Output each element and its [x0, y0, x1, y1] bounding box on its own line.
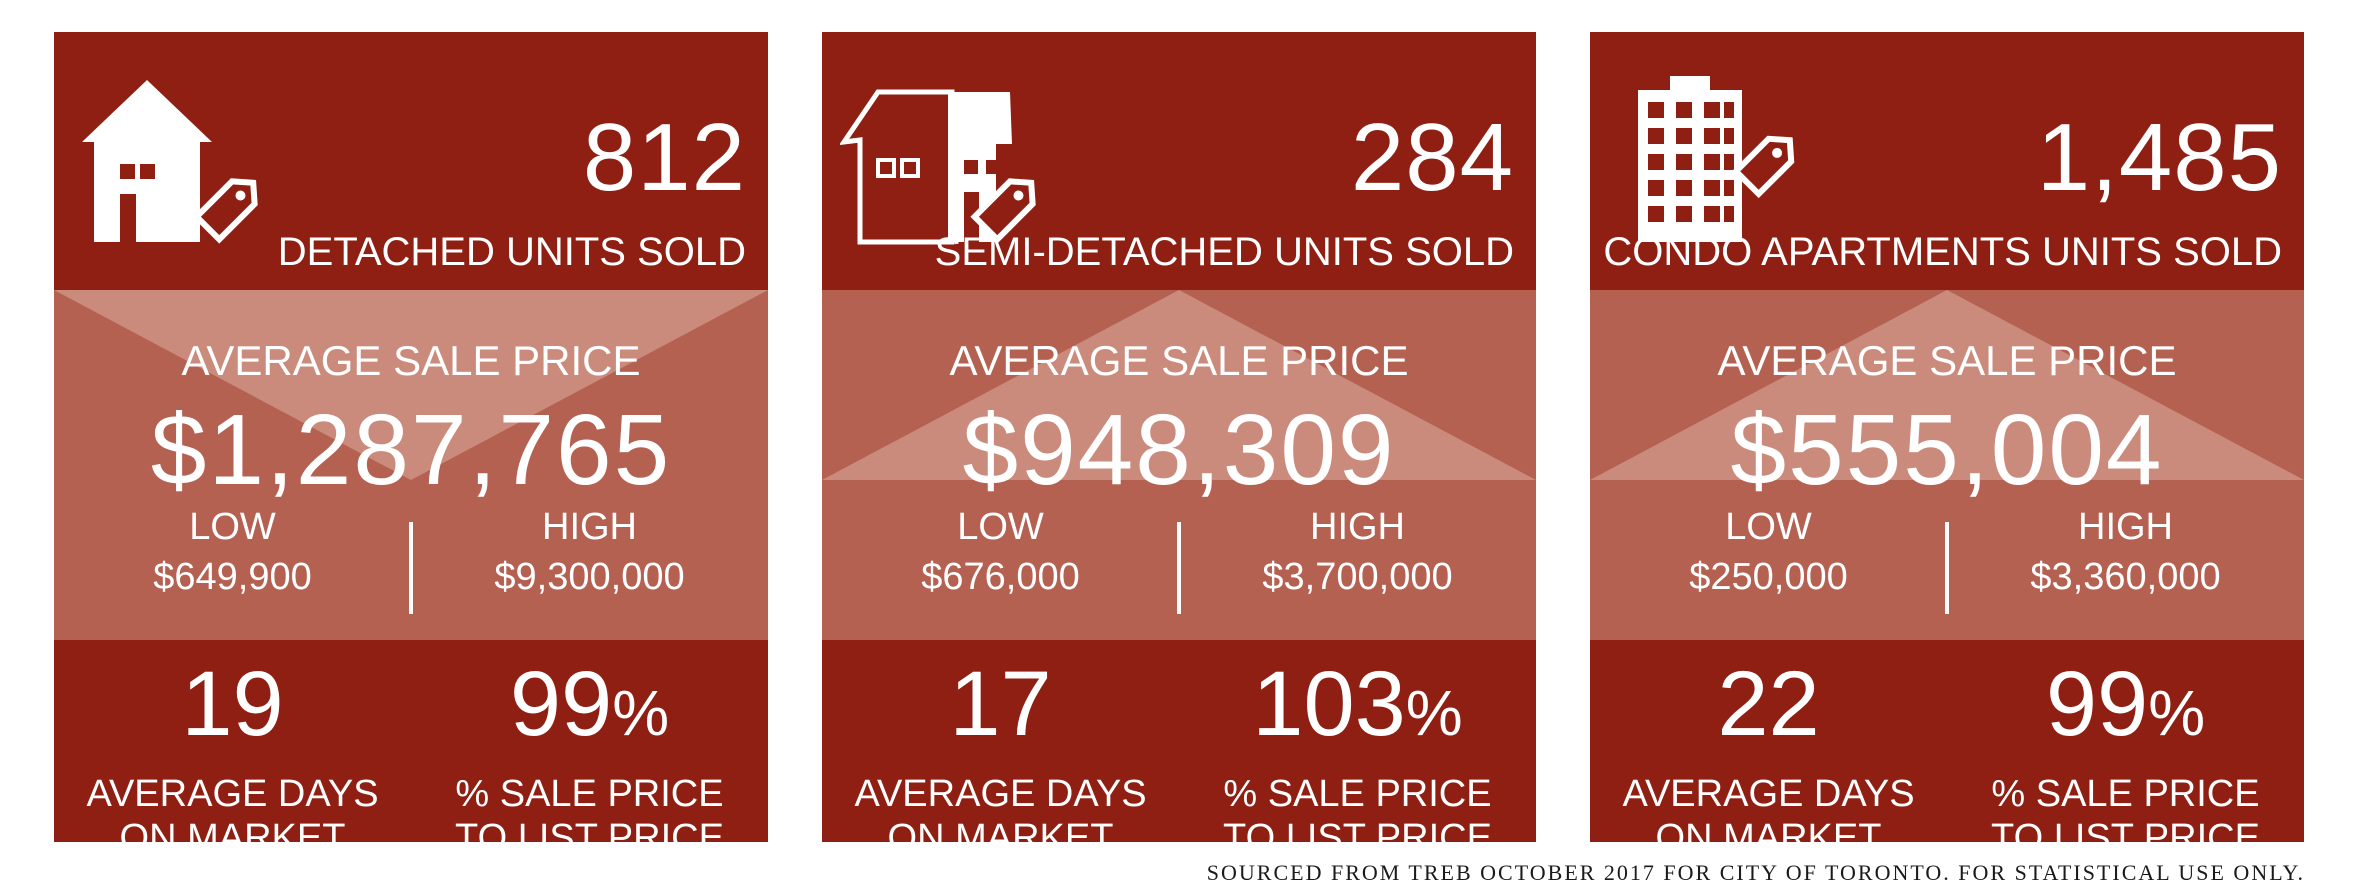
envelope-up-graphic [1590, 290, 2304, 480]
low-label: LOW [957, 506, 1044, 548]
low-price: LOW $649,900 [54, 502, 411, 602]
days-value: 19 [181, 653, 284, 755]
ratio-number: 99 [2045, 653, 2149, 755]
sale-to-list-ratio: 99% % SALE PRICE TO LIST PRICE [411, 640, 768, 842]
market-stats: 22 AVERAGE DAYS ON MARKET 99% % SALE PRI… [1590, 640, 2304, 842]
range-divider [409, 522, 413, 614]
high-price: HIGH $9,300,000 [411, 502, 768, 602]
market-stats: 19 AVERAGE DAYS ON MARKET 99% % SALE PRI… [54, 640, 768, 842]
ratio-number: 103 [1252, 653, 1406, 755]
units-sold-count: 284 [1350, 104, 1514, 211]
days-label-line-2: ON MARKET [119, 817, 346, 842]
average-price-value: $555,004 [1730, 394, 2164, 506]
ratio-label: % SALE PRICE TO LIST PRICE [411, 772, 768, 842]
units-sold-label: CONDO APARTMENTS UNITS SOLD [1603, 230, 2282, 274]
market-stats: 17 AVERAGE DAYS ON MARKET 103% % SALE PR… [822, 640, 1536, 842]
high-price: HIGH $3,700,000 [1179, 502, 1536, 602]
days-on-market: 17 AVERAGE DAYS ON MARKET [822, 640, 1179, 842]
envelope-up-graphic [822, 290, 1536, 480]
ratio-label-line-1: % SALE PRICE [1223, 773, 1492, 815]
days-label-line-1: AVERAGE DAYS [86, 773, 379, 815]
condo-building-tag-icon [1608, 52, 1808, 252]
ratio-label: % SALE PRICE TO LIST PRICE [1179, 772, 1536, 842]
ratio-value: 99% [411, 658, 768, 750]
low-value: $250,000 [1689, 556, 1848, 598]
average-price-label: AVERAGE SALE PRICE [949, 337, 1409, 384]
ratio-unit: % [2148, 677, 2206, 749]
units-sold-count: 1,485 [2036, 104, 2282, 211]
days-label-line-1: AVERAGE DAYS [854, 773, 1147, 815]
ratio-value: 99% [1947, 658, 2304, 750]
price-section: AVERAGE SALE PRICE $948,309 LOW $676,000… [822, 290, 1536, 640]
detached-card: 812 DETACHED UNITS SOLD AVERAGE SALE PRI… [54, 32, 768, 842]
ratio-label-line-1: % SALE PRICE [455, 773, 724, 815]
high-price: HIGH $3,360,000 [1947, 502, 2304, 602]
low-label: LOW [1725, 506, 1812, 548]
price-section: AVERAGE SALE PRICE $1,287,765 LOW $649,9… [54, 290, 768, 640]
detached-house-tag-icon [72, 52, 272, 252]
high-label: HIGH [2078, 506, 2173, 548]
average-price-label: AVERAGE SALE PRICE [1717, 337, 2177, 384]
ratio-number: 99 [509, 653, 613, 755]
high-value: $3,700,000 [1262, 556, 1453, 598]
high-value: $9,300,000 [494, 556, 685, 598]
ratio-unit: % [1405, 677, 1463, 749]
low-price: LOW $676,000 [822, 502, 1179, 602]
units-sold-label: DETACHED UNITS SOLD [277, 230, 746, 274]
days-label-line-1: AVERAGE DAYS [1622, 773, 1915, 815]
days-value: 22 [1717, 653, 1820, 755]
average-price-label: AVERAGE SALE PRICE [181, 337, 641, 384]
average-price-value: $1,287,765 [150, 394, 672, 506]
low-label: LOW [189, 506, 276, 548]
card-header: 284 SEMI-DETACHED UNITS SOLD [822, 32, 1536, 290]
card-header: 1,485 CONDO APARTMENTS UNITS SOLD [1590, 32, 2304, 290]
days-label: AVERAGE DAYS ON MARKET [54, 772, 411, 842]
days-label-line-2: ON MARKET [1655, 817, 1882, 842]
low-value: $676,000 [921, 556, 1080, 598]
ratio-label-line-1: % SALE PRICE [1991, 773, 2260, 815]
range-divider [1945, 522, 1949, 614]
low-value: $649,900 [153, 556, 312, 598]
units-sold-count: 812 [582, 104, 746, 211]
days-label: AVERAGE DAYS ON MARKET [822, 772, 1179, 842]
envelope-down-graphic [54, 290, 768, 480]
ratio-unit: % [612, 677, 670, 749]
semi-detached-card: 284 SEMI-DETACHED UNITS SOLD AVERAGE SAL… [822, 32, 1536, 842]
sale-to-list-ratio: 99% % SALE PRICE TO LIST PRICE [1947, 640, 2304, 842]
low-price: LOW $250,000 [1590, 502, 1947, 602]
days-label: AVERAGE DAYS ON MARKET [1590, 772, 1947, 842]
days-on-market: 19 AVERAGE DAYS ON MARKET [54, 640, 411, 842]
ratio-label-line-2: TO LIST PRICE [455, 817, 724, 842]
high-label: HIGH [542, 506, 637, 548]
source-footnote: Sourced from TREB October 2017 for City … [1206, 860, 2305, 885]
ratio-label-line-2: TO LIST PRICE [1223, 817, 1492, 842]
high-value: $3,360,000 [2030, 556, 2221, 598]
units-sold-label: SEMI-DETACHED UNITS SOLD [934, 230, 1514, 274]
high-label: HIGH [1310, 506, 1405, 548]
card-header: 812 DETACHED UNITS SOLD [54, 32, 768, 290]
sale-to-list-ratio: 103% % SALE PRICE TO LIST PRICE [1179, 640, 1536, 842]
ratio-value: 103% [1179, 658, 1536, 750]
condo-card: 1,485 CONDO APARTMENTS UNITS SOLD AVERAG… [1590, 32, 2304, 842]
days-on-market: 22 AVERAGE DAYS ON MARKET [1590, 640, 1947, 842]
semi-detached-house-tag-icon [840, 52, 1040, 252]
days-value: 17 [949, 653, 1052, 755]
ratio-label-line-2: TO LIST PRICE [1991, 817, 2260, 842]
range-divider [1177, 522, 1181, 614]
ratio-label: % SALE PRICE TO LIST PRICE [1947, 772, 2304, 842]
price-section: AVERAGE SALE PRICE $555,004 LOW $250,000… [1590, 290, 2304, 640]
days-label-line-2: ON MARKET [887, 817, 1114, 842]
average-price-value: $948,309 [962, 394, 1396, 506]
